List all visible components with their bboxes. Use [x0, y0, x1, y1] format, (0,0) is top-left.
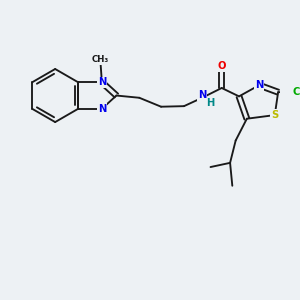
Text: Cl: Cl — [292, 87, 300, 97]
Text: S: S — [271, 110, 278, 120]
Text: N: N — [98, 104, 106, 114]
Text: CH₃: CH₃ — [92, 56, 109, 64]
Text: N: N — [98, 77, 106, 87]
Text: N: N — [198, 90, 206, 100]
Text: O: O — [218, 61, 226, 71]
Text: N: N — [255, 80, 263, 90]
Text: H: H — [206, 98, 215, 108]
